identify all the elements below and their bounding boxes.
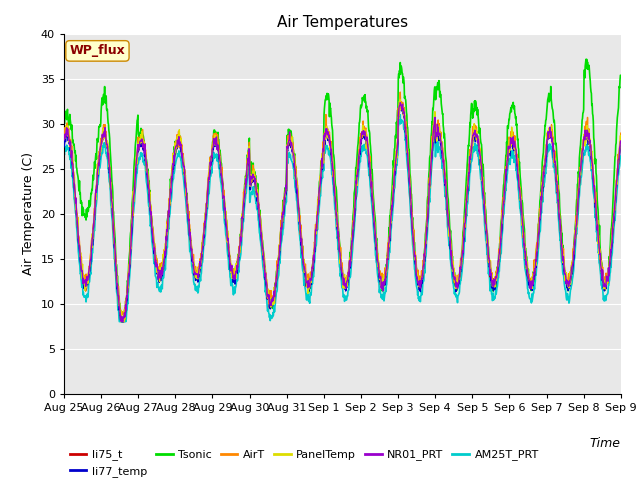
Text: Time: Time (590, 437, 621, 450)
Y-axis label: Air Temperature (C): Air Temperature (C) (22, 152, 35, 275)
Legend: li75_t, li77_temp, Tsonic, AirT, PanelTemp, NR01_PRT, AM25T_PRT: li75_t, li77_temp, Tsonic, AirT, PanelTe… (70, 450, 539, 477)
Text: WP_flux: WP_flux (70, 44, 125, 58)
Title: Air Temperatures: Air Temperatures (277, 15, 408, 30)
